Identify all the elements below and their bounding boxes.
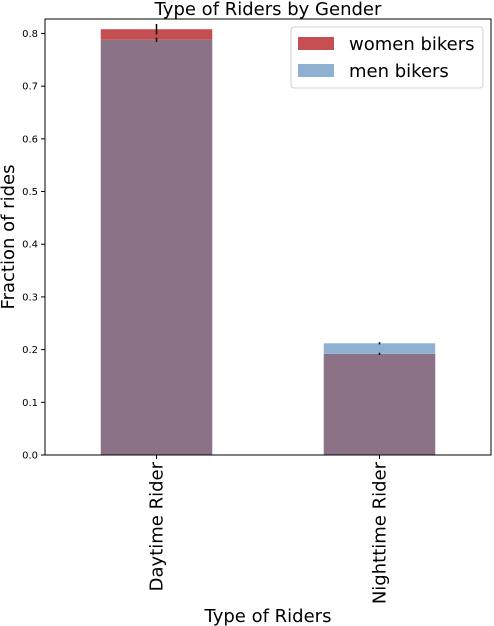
y-tick-label: 0.3 xyxy=(22,292,38,303)
bar-overlap-1 xyxy=(323,353,436,455)
legend: women bikers men bikers xyxy=(290,26,484,89)
y-tick-label: 0.0 xyxy=(22,451,38,462)
y-tick-label: 0.8 xyxy=(22,29,38,40)
y-tick-label: 0.7 xyxy=(22,82,38,93)
y-axis: 0.0 0.1 0.2 0.3 0.4 0.5 0.6 0.7 0.8 xyxy=(22,29,45,462)
bar-overlap-0 xyxy=(100,39,213,456)
error-bars xyxy=(155,23,381,355)
bars xyxy=(100,29,436,456)
y-axis-title: Fraction of rides xyxy=(0,165,19,310)
legend-label-men: men bikers xyxy=(349,61,449,82)
legend-box xyxy=(290,26,484,89)
y-tick-label: 0.4 xyxy=(22,240,38,251)
y-tick-label: 0.2 xyxy=(22,345,38,356)
y-tick-label: 0.6 xyxy=(22,134,38,145)
legend-swatch-women xyxy=(298,37,334,50)
chart-title: Type of Riders by Gender xyxy=(154,0,382,20)
y-tick-label: 0.5 xyxy=(22,187,38,198)
x-axis: Daytime Rider Nighttime Rider xyxy=(147,455,391,604)
x-tick-label: Nighttime Rider xyxy=(370,461,391,604)
x-axis-title: Type of Riders xyxy=(204,606,332,626)
y-tick-label: 0.1 xyxy=(22,398,38,409)
plot-frame xyxy=(44,18,492,456)
legend-label-women: women bikers xyxy=(349,34,475,55)
x-tick-label: Daytime Rider xyxy=(147,461,168,591)
legend-swatch-men xyxy=(298,64,334,77)
bar-men-1 xyxy=(323,343,436,354)
